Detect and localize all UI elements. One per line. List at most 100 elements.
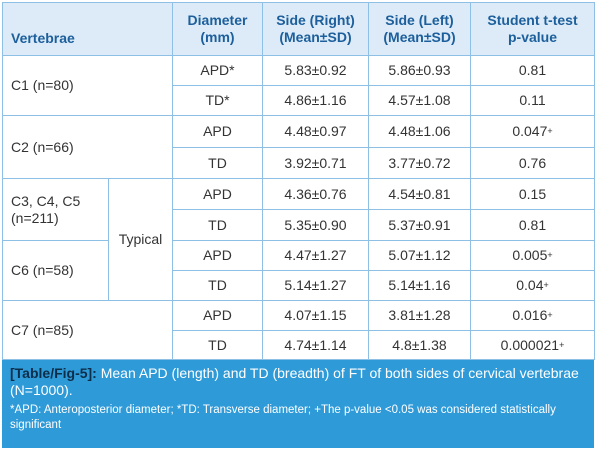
right-cell-text: 5.35±0.90 xyxy=(284,216,347,233)
diameter-cell: APD* xyxy=(172,55,263,86)
header-cell: Side (Left) (Mean±SD) xyxy=(368,2,471,56)
diameter-cell: TD xyxy=(172,147,263,179)
p-value-cell-text: 0.005 xyxy=(512,247,548,263)
left-cell-text: 5.07±1.12 xyxy=(388,247,451,263)
p-value-cell: 0.005 + xyxy=(470,240,595,271)
caption: [Table/Fig-5]: Mean APD (length) and TD … xyxy=(2,359,594,448)
right-cell-text: 4.86±1.16 xyxy=(284,92,347,108)
group-cell: Typical xyxy=(108,178,173,301)
left-cell-text: 4.54±0.81 xyxy=(388,185,451,202)
header-cell-text: Side (Right) (Mean±SD) xyxy=(276,12,355,45)
caption-label: [Table/Fig-5]: xyxy=(10,365,97,381)
p-value-cell-text: 0.04 xyxy=(516,277,544,293)
diameter-cell: APD xyxy=(172,300,263,331)
significance-mark: + xyxy=(547,126,553,136)
diameter-cell-text: TD xyxy=(208,336,227,353)
p-value-cell: 0.11 xyxy=(470,85,595,116)
caption-note: *APD: Anteroposterior diameter; *TD: Tra… xyxy=(10,404,556,431)
left-cell: 5.14±1.16 xyxy=(368,270,471,301)
right-cell: 5.14±1.27 xyxy=(262,270,369,301)
diameter-cell: APD xyxy=(172,240,263,271)
diameter-cell: APD xyxy=(172,178,263,210)
diameter-cell-text: APD xyxy=(203,247,232,263)
left-cell: 5.07±1.12 xyxy=(368,240,471,271)
right-cell: 4.07±1.15 xyxy=(262,300,369,331)
p-value-cell: 0.016 + xyxy=(470,300,595,331)
left-cell-text: 5.14±1.16 xyxy=(388,277,451,293)
p-value-cell-text: 0.11 xyxy=(519,92,546,108)
diameter-cell-text: APD* xyxy=(200,62,235,78)
left-cell: 4.8±1.38 xyxy=(368,330,471,360)
header-cell-text: Vertebrae xyxy=(11,30,75,46)
diameter-cell-text: APD xyxy=(203,185,232,202)
left-cell: 5.37±0.91 xyxy=(368,209,471,241)
p-value-cell-text: 0.81 xyxy=(518,216,547,233)
significance-mark: + xyxy=(543,280,549,290)
diameter-cell: TD xyxy=(172,209,263,241)
left-cell: 3.77±0.72 xyxy=(368,147,471,179)
vertebra-cell: C6 (n=58) xyxy=(2,240,109,301)
header-cell: Diameter (mm) xyxy=(172,2,263,56)
diameter-cell-text: TD xyxy=(208,277,227,293)
header-cell-text: Student t-test p-value xyxy=(487,12,578,45)
diameter-cell-text: APD xyxy=(203,123,232,139)
left-cell-text: 5.86±0.93 xyxy=(388,62,451,78)
vertebra-cell-text: C6 (n=58) xyxy=(11,262,74,278)
caption-text: Mean APD (length) and TD (breadth) of FT… xyxy=(10,365,579,398)
group-cell-text: Typical xyxy=(118,231,163,247)
p-value-cell: 0.04 + xyxy=(470,270,595,301)
caption-text-block: [Table/Fig-5]: Mean APD (length) and TD … xyxy=(10,365,586,399)
diameter-cell: TD xyxy=(172,270,263,301)
p-value-cell: 0.000021 + xyxy=(470,330,595,360)
left-cell-text: 5.37±0.91 xyxy=(388,216,451,233)
diameter-cell: TD xyxy=(172,330,263,360)
right-cell: 4.74±1.14 xyxy=(262,330,369,360)
right-cell-text: 3.92±0.71 xyxy=(284,154,347,171)
p-value-cell: 0.15 xyxy=(470,178,595,210)
p-value-cell-text: 0.76 xyxy=(518,154,547,171)
left-cell: 3.81±1.28 xyxy=(368,300,471,331)
right-cell: 5.35±0.90 xyxy=(262,209,369,241)
right-cell-text: 5.83±0.92 xyxy=(284,62,347,78)
left-cell-text: 4.57±1.08 xyxy=(388,92,451,108)
header-cell: Side (Right) (Mean±SD) xyxy=(262,2,369,56)
p-value-cell: 0.76 xyxy=(470,147,595,179)
right-cell-text: 4.07±1.15 xyxy=(284,307,347,323)
left-cell: 4.48±1.06 xyxy=(368,115,471,148)
significance-mark: + xyxy=(547,310,553,320)
right-cell: 5.83±0.92 xyxy=(262,55,369,86)
p-value-cell-text: 0.000021 xyxy=(500,336,560,353)
header-cell: Student t-test p-value xyxy=(470,2,595,56)
diameter-cell-text: TD* xyxy=(205,92,230,108)
p-value-cell-text: 0.016 xyxy=(512,307,548,323)
right-cell-text: 4.47±1.27 xyxy=(284,247,347,263)
vertebra-cell: C7 (n=85) xyxy=(2,300,173,360)
diameter-cell-text: TD xyxy=(208,216,227,233)
diameter-cell-text: APD xyxy=(203,307,232,323)
p-value-cell-text: 0.047 xyxy=(512,123,548,139)
left-cell-text: 4.48±1.06 xyxy=(388,123,451,139)
right-cell: 4.48±0.97 xyxy=(262,115,369,148)
diameter-cell-text: TD xyxy=(208,154,227,171)
left-cell: 5.86±0.93 xyxy=(368,55,471,86)
right-cell: 4.47±1.27 xyxy=(262,240,369,271)
vertebra-cell-text: C2 (n=66) xyxy=(11,138,74,155)
vertebra-cell-text: C3, C4, C5 (n=211) xyxy=(11,192,81,226)
vertebra-cell: C2 (n=66) xyxy=(2,115,173,179)
right-cell-text: 5.14±1.27 xyxy=(284,277,347,293)
header-cell-text: Side (Left) (Mean±SD) xyxy=(383,12,456,45)
right-cell: 3.92±0.71 xyxy=(262,147,369,179)
right-cell-text: 4.48±0.97 xyxy=(284,123,347,139)
header-cell-text: Diameter (mm) xyxy=(187,12,248,45)
header-cell: Vertebrae xyxy=(2,2,173,56)
significance-mark: + xyxy=(559,339,565,350)
p-value-cell-text: 0.15 xyxy=(518,185,547,202)
vertebra-cell: C1 (n=80) xyxy=(2,55,173,116)
p-value-cell-text: 0.81 xyxy=(518,62,547,78)
left-cell: 4.57±1.08 xyxy=(368,85,471,116)
vertebra-cell-text: C7 (n=85) xyxy=(11,321,74,338)
left-cell-text: 3.77±0.72 xyxy=(388,154,451,171)
left-cell-text: 3.81±1.28 xyxy=(388,307,451,323)
left-cell-text: 4.8±1.38 xyxy=(392,336,447,353)
